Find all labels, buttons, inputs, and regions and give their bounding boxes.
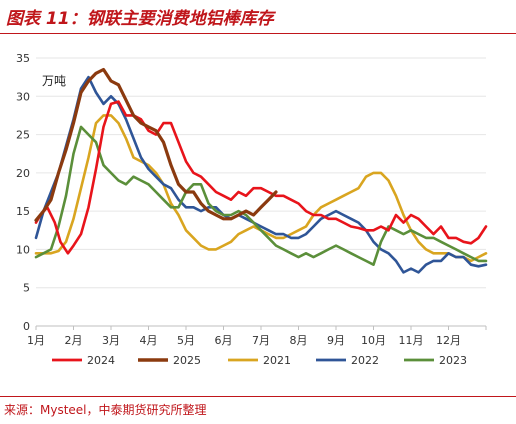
legend-label: 2022 <box>351 354 379 367</box>
x-tick-label: 6月 <box>215 334 233 347</box>
y-tick-label: 30 <box>16 90 30 103</box>
y-tick-label: 25 <box>16 129 30 142</box>
x-tick-label: 7月 <box>252 334 270 347</box>
y-unit-label: 万吨 <box>42 74 66 88</box>
y-tick-label: 10 <box>16 243 30 256</box>
x-tick-label: 1月 <box>27 334 45 347</box>
x-tick-label: 3月 <box>102 334 120 347</box>
series-line-2024 <box>34 100 488 255</box>
x-tick-label: 12月 <box>436 334 461 347</box>
source-divider <box>0 396 516 397</box>
chart-title: 图表 11：钢联主要消费地铝棒库存 <box>6 9 274 29</box>
x-tick-label: 10月 <box>361 334 386 347</box>
x-tick-label: 9月 <box>327 334 345 347</box>
x-tick-label: 4月 <box>140 334 158 347</box>
y-axis: 0 5 10 15 20 25 30 35 <box>16 52 30 333</box>
legend-label: 2024 <box>87 354 115 367</box>
legend-label: 2025 <box>173 354 201 367</box>
y-tick-label: 35 <box>16 52 30 65</box>
x-tick-label: 8月 <box>290 334 308 347</box>
chart-grid <box>36 57 486 289</box>
title-divider <box>0 33 516 34</box>
legend-label: 2021 <box>263 354 291 367</box>
x-tick-label: 5月 <box>177 334 195 347</box>
y-tick-label: 20 <box>16 167 30 180</box>
y-tick-label: 15 <box>16 205 30 218</box>
legend-label: 2023 <box>439 354 467 367</box>
y-tick-label: 0 <box>23 320 30 333</box>
source-note: 来源：Mysteel，中泰期货研究所整理 <box>4 403 207 417</box>
x-tick-label: 2月 <box>65 334 83 347</box>
series-line-2023 <box>34 125 488 266</box>
series-line-2025 <box>34 67 278 222</box>
series-lines <box>34 67 488 274</box>
y-tick-label: 5 <box>23 282 30 295</box>
x-axis: 1月 2月 3月 4月 5月 6月 7月 8月 9月 10月 11月 12月 <box>27 325 487 347</box>
legend: 2024 2025 2021 2022 2023 <box>52 354 467 367</box>
x-tick-label: 11月 <box>399 334 424 347</box>
series-line-2022 <box>34 75 488 274</box>
